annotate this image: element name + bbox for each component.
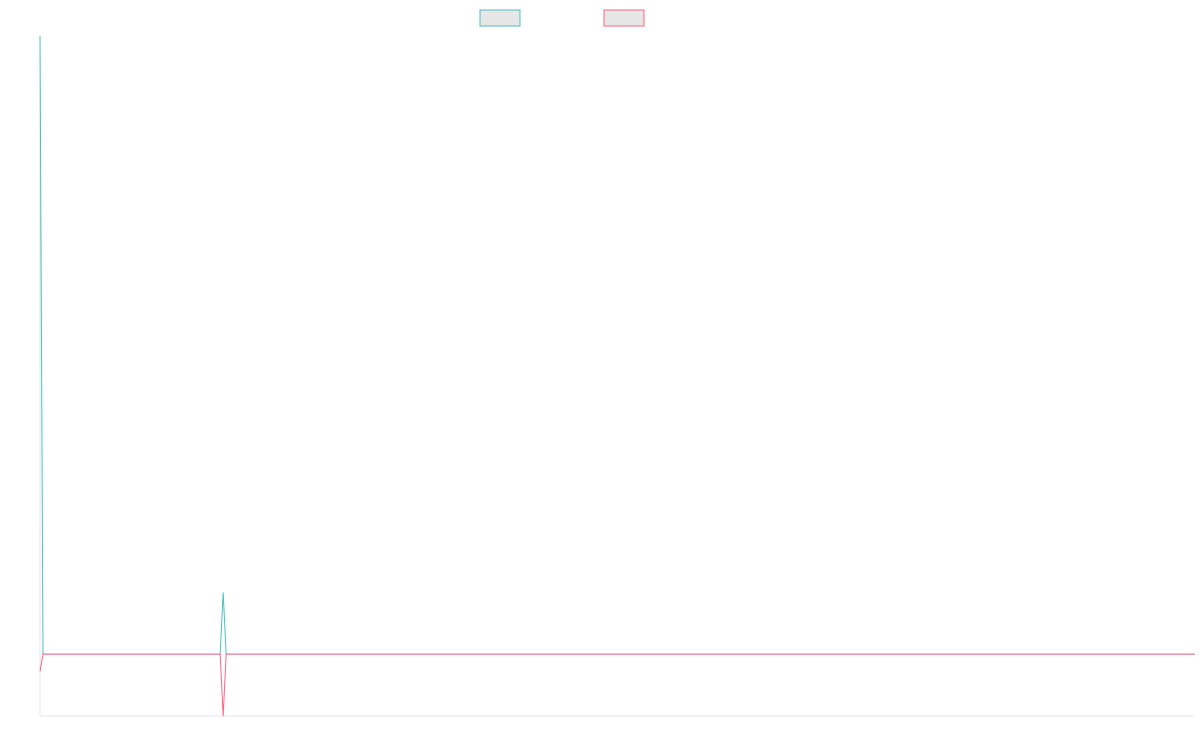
series-layer [39, 35, 1195, 717]
legend [479, 9, 645, 27]
series-line-2[interactable] [39, 653, 1195, 717]
legend-item-2[interactable] [603, 9, 645, 27]
legend-item-1[interactable] [479, 9, 521, 27]
legend-swatch-1[interactable] [479, 9, 521, 27]
series-line-1[interactable] [39, 35, 1195, 655]
legend-swatch-2[interactable] [603, 9, 645, 27]
axes [39, 36, 1195, 717]
